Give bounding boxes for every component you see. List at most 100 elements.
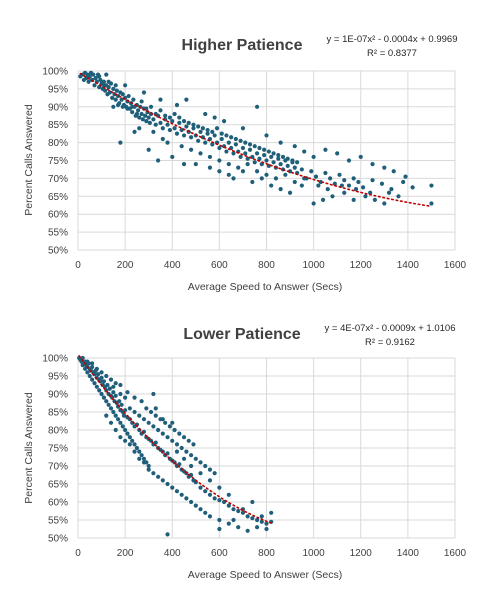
data-point bbox=[269, 510, 274, 515]
data-point bbox=[172, 126, 177, 131]
x-tick-label: 1200 bbox=[350, 548, 373, 559]
data-point bbox=[226, 503, 231, 508]
data-point bbox=[108, 406, 114, 411]
data-point bbox=[153, 122, 158, 127]
data-point bbox=[254, 525, 260, 530]
data-point bbox=[299, 167, 304, 172]
data-point bbox=[302, 149, 307, 154]
data-point bbox=[243, 140, 248, 145]
data-point bbox=[95, 372, 101, 377]
data-point bbox=[156, 158, 161, 163]
data-point bbox=[107, 386, 112, 391]
data-point bbox=[210, 129, 215, 134]
data-point bbox=[401, 179, 406, 185]
data-point bbox=[140, 117, 145, 122]
data-point bbox=[179, 144, 184, 149]
data-point bbox=[179, 445, 184, 451]
data-point bbox=[113, 83, 118, 88]
data-point bbox=[104, 373, 109, 379]
data-point bbox=[174, 489, 180, 494]
data-point bbox=[226, 521, 231, 526]
data-point bbox=[229, 135, 234, 140]
data-point bbox=[118, 420, 123, 425]
data-point bbox=[165, 481, 170, 487]
data-point bbox=[335, 151, 340, 156]
data-point bbox=[170, 420, 175, 425]
data-point bbox=[111, 104, 116, 109]
data-point bbox=[131, 97, 136, 102]
x-tick-label: 400 bbox=[164, 260, 181, 271]
data-point bbox=[287, 190, 293, 195]
trendline-group bbox=[78, 355, 273, 524]
data-point bbox=[146, 420, 151, 425]
data-point bbox=[113, 381, 118, 386]
data-point bbox=[151, 391, 156, 397]
chart-higher-patience: 50% 55% 60% 65% 70% 75% 80% 85% 90% 95% 100% 0 200 4… bbox=[23, 34, 467, 293]
data-point bbox=[85, 370, 90, 375]
data-point bbox=[391, 169, 396, 174]
data-point bbox=[160, 417, 165, 422]
y-tick-label: 65% bbox=[48, 192, 68, 203]
data-point bbox=[148, 409, 154, 415]
data-point bbox=[245, 514, 250, 519]
data-point bbox=[120, 424, 125, 429]
trendline-equation: y = 4E-07x² - 0.0009x + 1.0106 bbox=[325, 323, 456, 334]
data-point bbox=[125, 106, 130, 111]
data-point bbox=[177, 115, 182, 120]
data-point bbox=[156, 427, 161, 433]
data-point bbox=[250, 516, 255, 521]
data-point bbox=[118, 140, 123, 145]
data-point bbox=[191, 122, 196, 127]
data-point bbox=[137, 413, 142, 418]
x-tick-labels: 0 200 400 600 800 1000 1200 1400 1600 bbox=[75, 548, 466, 559]
chart-title: Lower Patience bbox=[183, 326, 300, 343]
data-point bbox=[316, 183, 321, 188]
data-point bbox=[273, 176, 279, 181]
data-point bbox=[156, 474, 161, 479]
data-point bbox=[174, 442, 180, 447]
data-point bbox=[198, 471, 203, 476]
data-point bbox=[137, 449, 142, 454]
data-point bbox=[170, 154, 175, 160]
data-point bbox=[146, 115, 151, 120]
data-point bbox=[351, 176, 356, 181]
y-tick-label: 65% bbox=[48, 480, 68, 491]
data-point bbox=[207, 492, 213, 497]
data-point bbox=[114, 88, 119, 93]
data-point bbox=[125, 431, 130, 436]
data-point bbox=[101, 83, 107, 88]
data-point bbox=[212, 471, 217, 476]
x-tick-label: 600 bbox=[211, 548, 228, 559]
data-point bbox=[236, 165, 241, 170]
data-point bbox=[113, 413, 118, 418]
data-point bbox=[123, 438, 128, 443]
data-point bbox=[259, 514, 264, 519]
data-point bbox=[410, 185, 415, 190]
data-point bbox=[106, 79, 111, 84]
data-point bbox=[106, 402, 111, 407]
data-point bbox=[189, 499, 194, 505]
data-point bbox=[271, 151, 276, 156]
data-point bbox=[240, 510, 246, 515]
data-point bbox=[361, 185, 366, 190]
data-point bbox=[184, 124, 189, 129]
data-point bbox=[252, 160, 257, 165]
data-point bbox=[141, 456, 147, 461]
data-point bbox=[170, 119, 175, 124]
data-point bbox=[372, 197, 377, 202]
data-point bbox=[250, 499, 255, 505]
data-point bbox=[198, 129, 203, 134]
data-point bbox=[264, 133, 269, 138]
data-point bbox=[160, 478, 165, 483]
data-point bbox=[207, 514, 213, 519]
data-point bbox=[266, 149, 271, 154]
y-tick-label: 95% bbox=[48, 372, 68, 383]
data-point bbox=[217, 498, 222, 503]
data-point bbox=[153, 413, 158, 418]
data-point bbox=[342, 178, 347, 183]
data-point bbox=[137, 126, 142, 131]
y-tick-label: 55% bbox=[48, 516, 68, 527]
data-point bbox=[196, 124, 201, 129]
data-point bbox=[198, 485, 203, 490]
data-point bbox=[346, 183, 352, 188]
